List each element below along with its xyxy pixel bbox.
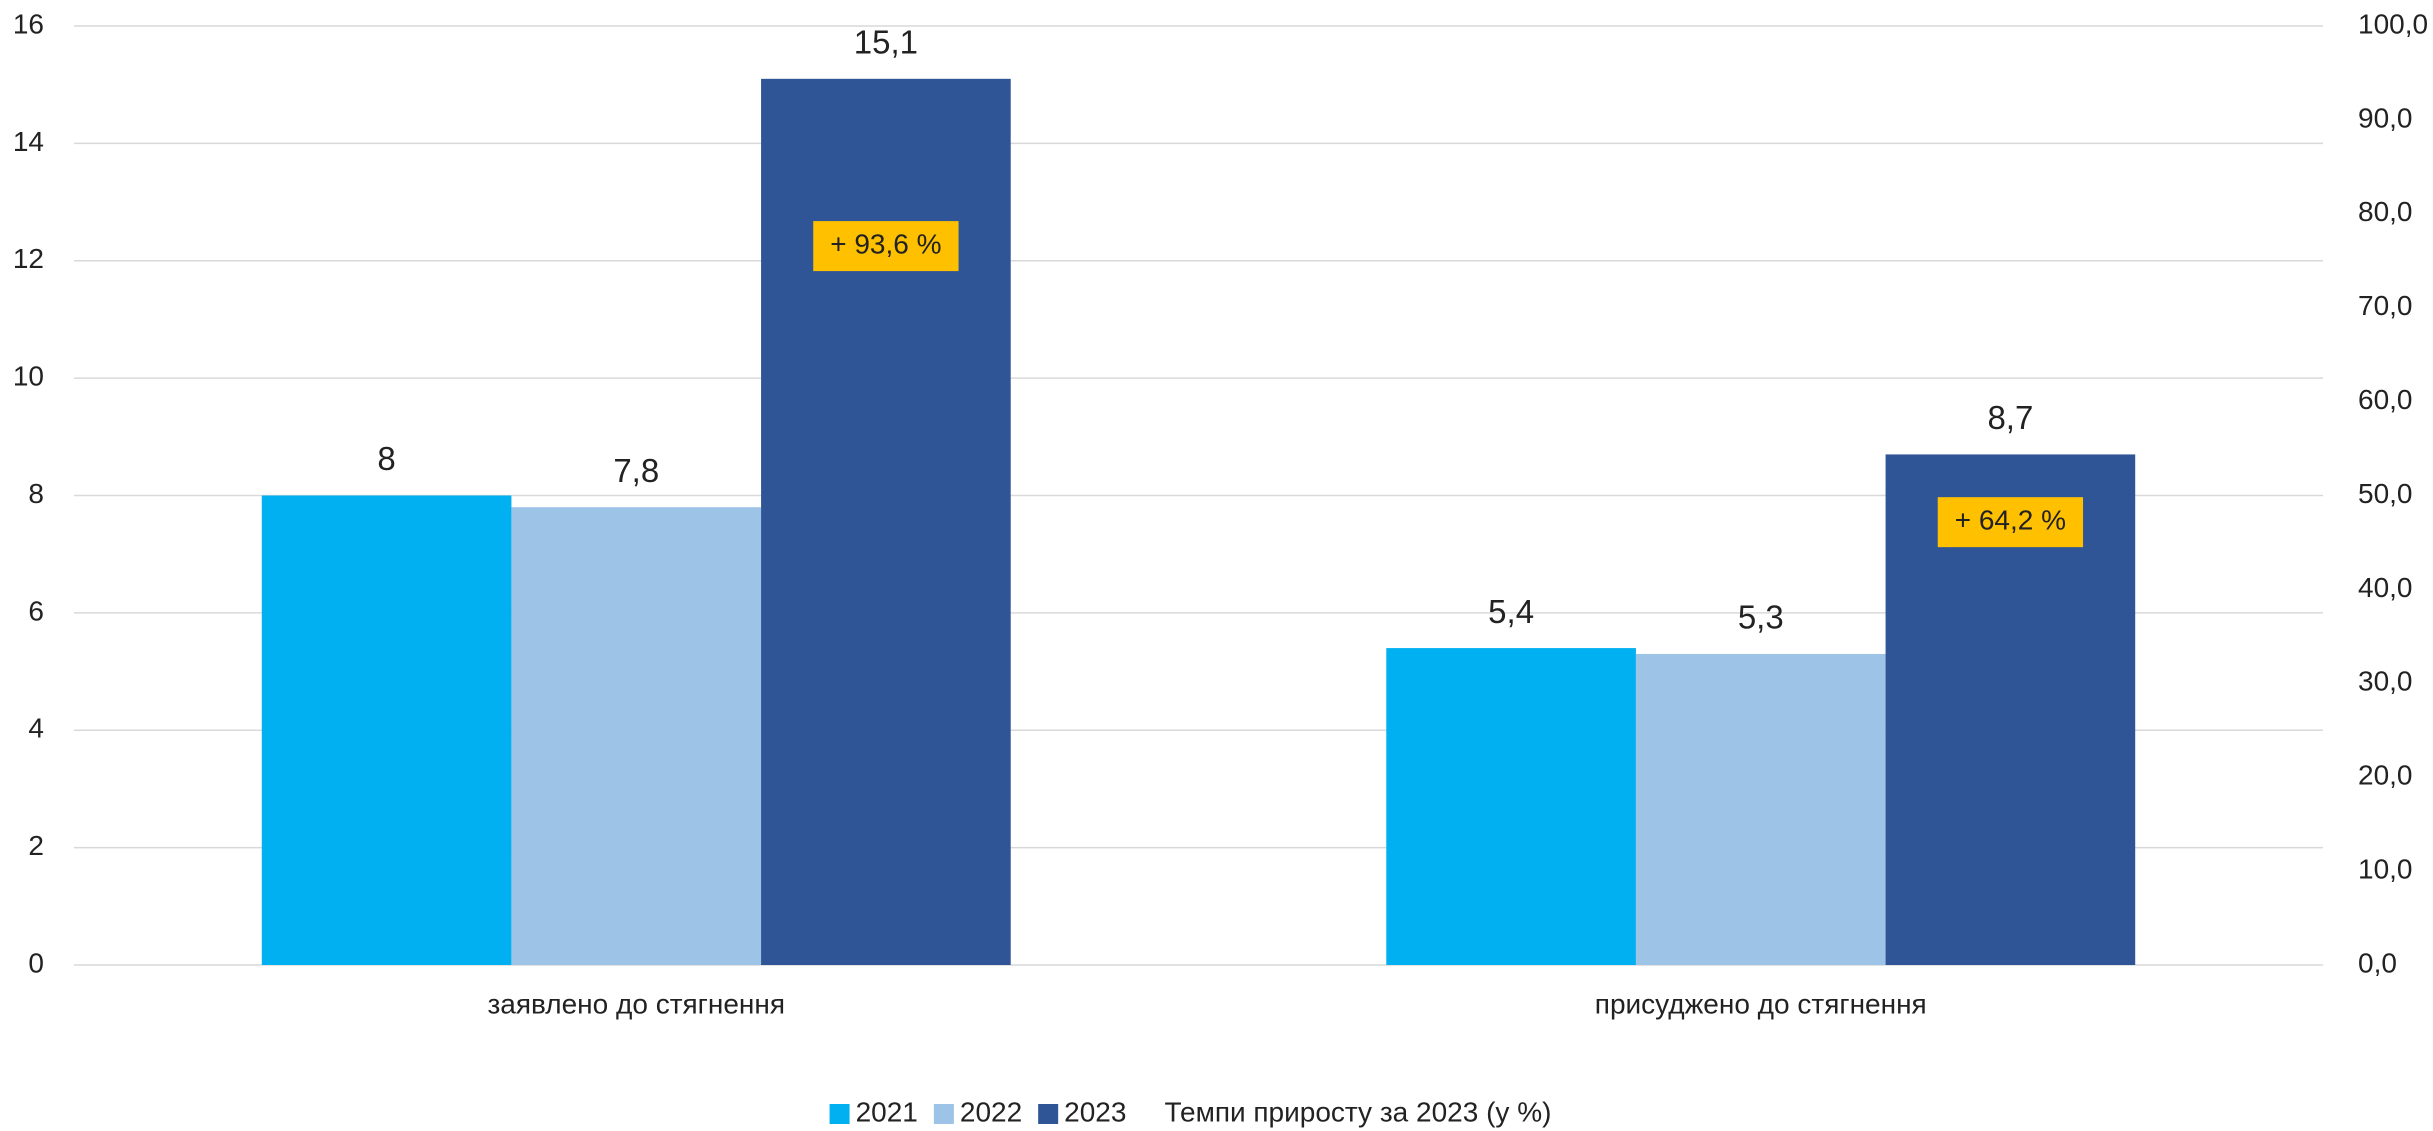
y2-tick-label: 80,0	[2358, 196, 2413, 227]
y-tick-label: 2	[28, 830, 44, 861]
y-tick-label: 4	[28, 713, 44, 744]
data-label: 8	[377, 440, 395, 477]
y2-tick-label: 20,0	[2358, 760, 2413, 791]
y2-tick-label: 100,0	[2358, 8, 2428, 39]
bar	[261, 495, 512, 965]
bar	[511, 507, 762, 965]
y2-tick-label: 0,0	[2358, 947, 2397, 978]
growth-label-box	[813, 221, 959, 272]
data-label: 7,8	[613, 452, 659, 489]
y-tick-label: 12	[13, 243, 44, 274]
y-tick-label: 16	[13, 8, 44, 39]
data-label: 8,7	[1987, 399, 2033, 436]
y2-tick-label: 60,0	[2358, 384, 2413, 415]
bar	[1386, 648, 1636, 965]
legend-swatch	[1038, 1104, 1059, 1124]
y2-tick-label: 90,0	[2358, 102, 2413, 133]
data-label: 15,1	[854, 24, 918, 61]
data-label: 5,3	[1738, 599, 1784, 636]
legend-label: 2021	[856, 1096, 918, 1127]
legend: 2021 2022 2023 Темпи приросту за 2023 (у %)	[829, 1096, 1551, 1127]
y2-tick-label: 30,0	[2358, 666, 2413, 697]
legend-swatch	[933, 1104, 954, 1124]
y2-tick-label: 40,0	[2358, 572, 2413, 603]
y-tick-label: 14	[13, 126, 44, 157]
legend-label: 2022	[960, 1096, 1022, 1127]
legend-label: 2023	[1064, 1096, 1126, 1127]
legend-swatch	[829, 1104, 850, 1124]
growth-label-box	[1937, 497, 2084, 548]
y2-tick-label: 50,0	[2358, 478, 2413, 509]
legend-label: Темпи приросту за 2023 (у %)	[1164, 1096, 1551, 1127]
growth-label: + 93,6 %	[813, 221, 959, 272]
y-tick-label: 0	[28, 947, 44, 978]
y2-tick-label: 10,0	[2358, 853, 2413, 884]
bar	[761, 78, 1011, 966]
y-tick-label: 6	[28, 595, 44, 626]
y2-tick-label: 70,0	[2358, 290, 2413, 321]
bar	[1635, 653, 1886, 965]
data-label: 5,4	[1488, 593, 1534, 630]
y-tick-label: 8	[28, 478, 44, 509]
growth-label-text: + 64,2 %	[1955, 505, 2066, 536]
x-tick-label: присуджено до стягнення	[1595, 988, 1927, 1019]
growth-label: + 64,2 %	[1937, 497, 2084, 548]
growth-label-text: + 93,6 %	[830, 228, 941, 259]
y-tick-label: 10	[13, 361, 44, 392]
x-tick-label: заявлено до стягнення	[487, 988, 785, 1019]
